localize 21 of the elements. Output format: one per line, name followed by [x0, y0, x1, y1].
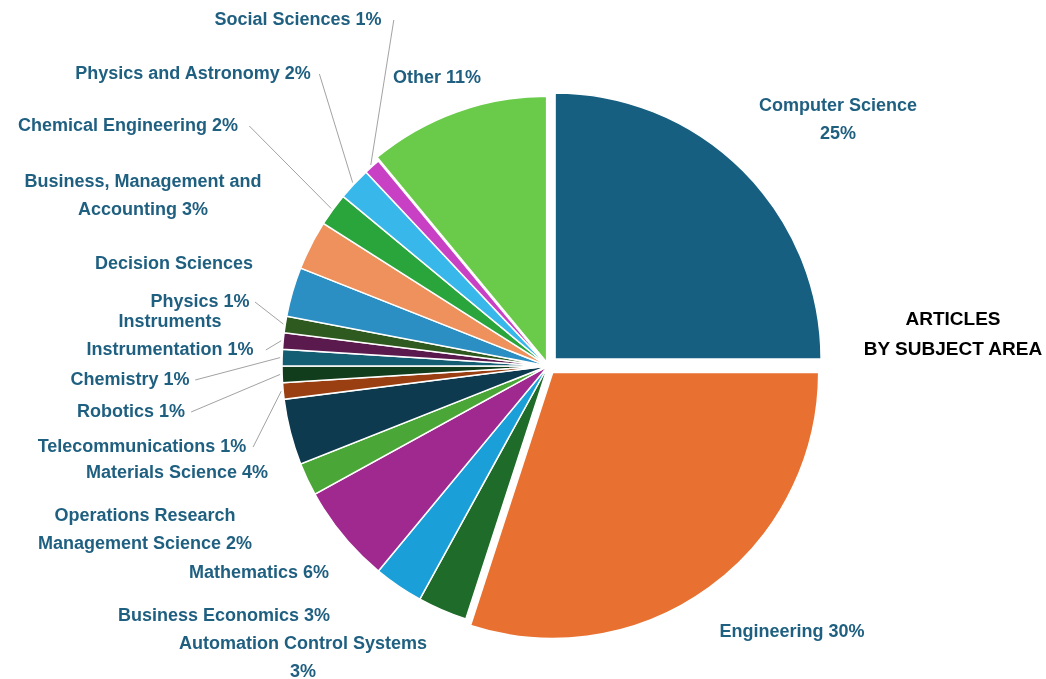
slice-label: Automation Control Systems: [178, 632, 428, 653]
slice-label: Physics and Astronomy 2%: [75, 62, 311, 83]
slice-label: Mathematics 6%: [188, 561, 330, 582]
slice-label: Materials Science 4%: [85, 461, 269, 482]
text: ARTICLES BY SUBJECT AREA: [863, 308, 1043, 360]
slice-label: Physics 1%: [150, 290, 250, 311]
slice-label: Robotics 1%: [76, 400, 186, 421]
slice-label: Other 11%: [392, 66, 482, 87]
slice-label: Social Sciences 1%: [214, 8, 382, 29]
slice-label: Computer Science: [758, 94, 918, 115]
slice-label: Business, Management and Accounting 3%: [24, 170, 262, 219]
slice-label: Telecommunications 1%: [37, 435, 247, 456]
slice-label: Engineering 30%: [719, 620, 865, 641]
data-label: 25%: [819, 122, 857, 143]
slice-label: Chemical Engineering 2%: [17, 114, 239, 135]
slice-label: Business Economics 3%: [117, 604, 331, 625]
slice-label: Decision Sciences: [94, 252, 254, 273]
slice-label: Operations Research Management Science 2%: [37, 504, 253, 553]
slice-label: Instruments Instrumentation 1%: [86, 310, 254, 359]
slice-label: Chemistry 1%: [70, 368, 190, 389]
data-label: 3%: [289, 660, 317, 679]
